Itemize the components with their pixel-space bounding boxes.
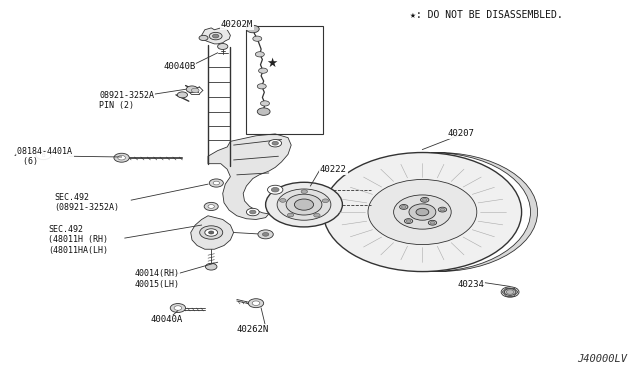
Text: 40014(RH)
40015(LH): 40014(RH) 40015(LH) [134, 269, 179, 289]
Ellipse shape [368, 179, 477, 245]
Circle shape [314, 214, 320, 217]
Ellipse shape [504, 289, 516, 295]
Text: 40040B: 40040B [163, 62, 195, 71]
Circle shape [269, 140, 282, 147]
Circle shape [114, 153, 129, 162]
Text: SEC.492
(48011H (RH)
(48011HA(LH): SEC.492 (48011H (RH) (48011HA(LH) [48, 225, 108, 255]
Circle shape [177, 92, 188, 98]
Circle shape [208, 205, 214, 208]
Circle shape [322, 199, 328, 203]
Ellipse shape [399, 205, 408, 209]
Polygon shape [191, 216, 234, 249]
Ellipse shape [406, 220, 411, 222]
Text: SEC.492
(08921-3252A): SEC.492 (08921-3252A) [54, 193, 120, 212]
Circle shape [262, 232, 269, 236]
Circle shape [218, 44, 228, 49]
Ellipse shape [409, 204, 436, 220]
Ellipse shape [438, 207, 447, 212]
Circle shape [212, 34, 219, 38]
Circle shape [268, 185, 283, 194]
Circle shape [191, 88, 199, 93]
Text: 40202M: 40202M [221, 20, 253, 29]
Circle shape [205, 263, 217, 270]
Circle shape [301, 190, 307, 193]
Circle shape [294, 199, 314, 210]
Circle shape [258, 230, 273, 239]
Circle shape [186, 86, 198, 93]
Text: J40000LV: J40000LV [577, 354, 627, 364]
Text: 40222: 40222 [320, 165, 347, 174]
Ellipse shape [430, 221, 435, 224]
Ellipse shape [401, 206, 406, 208]
Text: ★: ★ [266, 57, 278, 70]
Circle shape [248, 299, 264, 308]
Circle shape [246, 208, 259, 216]
Polygon shape [208, 134, 291, 219]
Circle shape [209, 231, 214, 234]
Circle shape [286, 194, 322, 215]
Ellipse shape [422, 199, 427, 201]
Circle shape [259, 68, 268, 73]
Circle shape [266, 182, 342, 227]
Ellipse shape [404, 219, 413, 224]
Circle shape [250, 210, 256, 214]
Ellipse shape [394, 195, 451, 229]
Text: 40207: 40207 [448, 129, 475, 138]
Circle shape [280, 199, 286, 202]
Circle shape [170, 304, 186, 312]
Ellipse shape [501, 287, 519, 297]
Circle shape [209, 179, 223, 187]
Text: 40262N: 40262N [237, 325, 269, 334]
Circle shape [200, 226, 223, 239]
Ellipse shape [428, 220, 436, 225]
Circle shape [209, 32, 222, 40]
Circle shape [277, 189, 331, 220]
Ellipse shape [440, 208, 445, 211]
Bar [246, 26, 323, 134]
Circle shape [205, 229, 218, 236]
Ellipse shape [323, 153, 522, 272]
Text: B: B [42, 153, 45, 158]
Circle shape [255, 52, 264, 57]
Circle shape [260, 101, 269, 106]
Text: ★: DO NOT BE DISASSEMBLED.: ★: DO NOT BE DISASSEMBLED. [410, 10, 563, 20]
Circle shape [257, 108, 270, 115]
Text: 40234: 40234 [458, 280, 484, 289]
Circle shape [272, 141, 278, 145]
Circle shape [204, 202, 218, 211]
Polygon shape [431, 153, 538, 272]
Ellipse shape [420, 198, 429, 202]
Circle shape [253, 36, 262, 41]
Circle shape [199, 35, 208, 41]
Circle shape [287, 213, 294, 217]
Text: 40040A: 40040A [150, 315, 182, 324]
Ellipse shape [416, 208, 429, 216]
Polygon shape [202, 28, 230, 44]
Circle shape [271, 187, 279, 192]
Circle shape [246, 25, 259, 33]
Text: 08921-3252A
PIN (2): 08921-3252A PIN (2) [99, 91, 154, 110]
Circle shape [257, 84, 266, 89]
Circle shape [118, 155, 125, 160]
Circle shape [213, 181, 220, 185]
Circle shape [506, 290, 514, 294]
Text: ¸08184-4401A
  (6): ¸08184-4401A (6) [13, 147, 73, 166]
Circle shape [174, 306, 182, 310]
Circle shape [252, 301, 260, 305]
